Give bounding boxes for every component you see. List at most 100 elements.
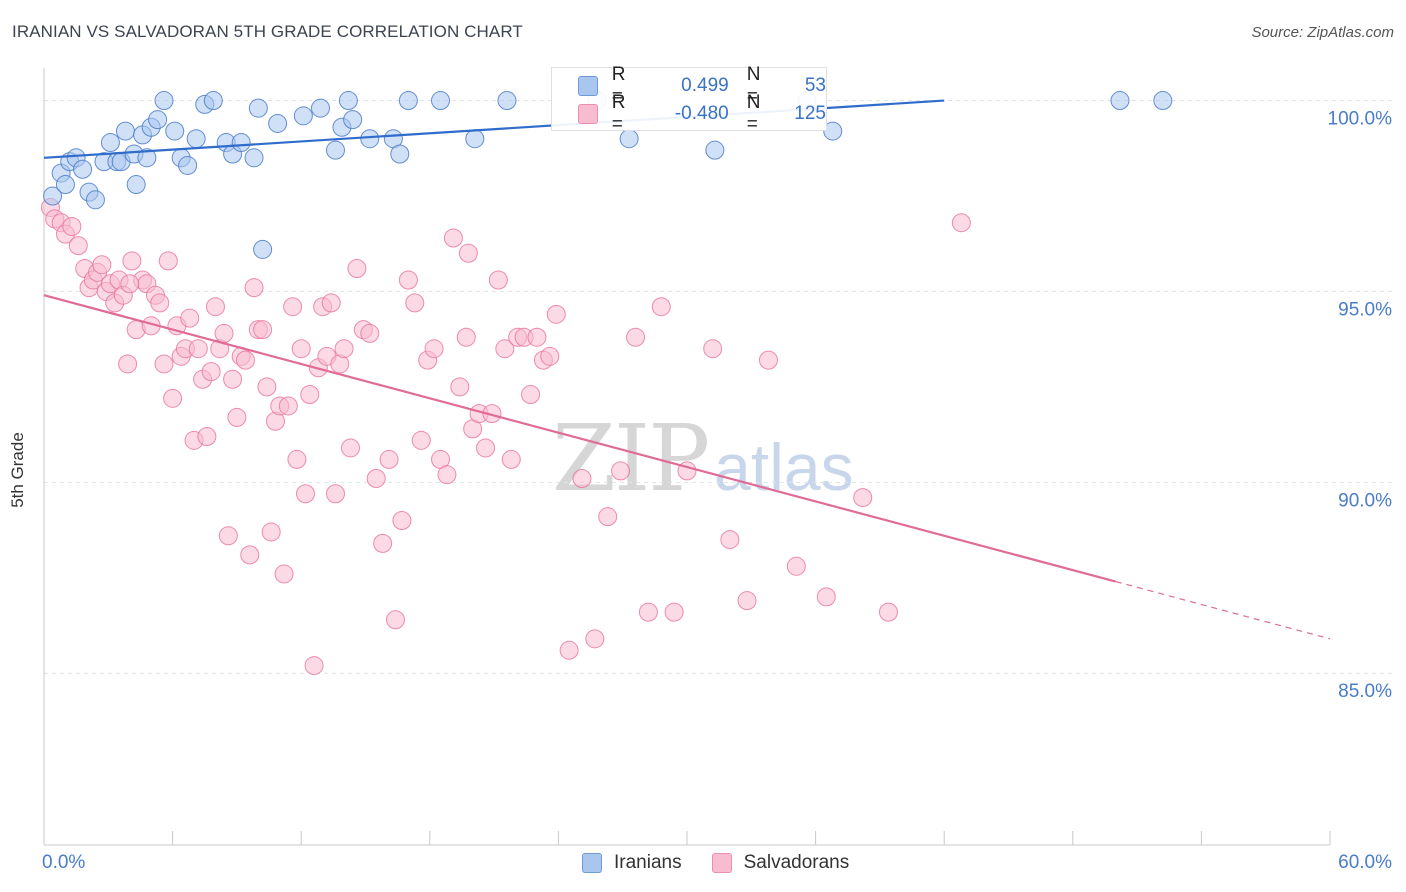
- legend-label-iranians: Iranians: [614, 852, 682, 873]
- salvadorans-point: [188, 339, 208, 359]
- source-credit: Source: ZipAtlas.com: [1251, 24, 1394, 41]
- salvadorans-point: [257, 377, 277, 397]
- iranians-point: [244, 148, 264, 168]
- salvadorans-point: [158, 251, 178, 271]
- series-legend: Iranians Salvadorans: [582, 852, 879, 874]
- salvadorans-point: [340, 438, 360, 458]
- salvadorans-point: [405, 293, 425, 313]
- salvadorans-point: [62, 217, 82, 237]
- iranians-point: [338, 91, 358, 111]
- y-tick-label: 85.0%: [1338, 681, 1392, 702]
- legend-label-salvadorans: Salvadorans: [743, 852, 850, 873]
- salvadorans-point: [476, 438, 496, 458]
- salvadorans-point: [411, 430, 431, 450]
- salvadorans-point: [154, 354, 174, 374]
- salvadorans-point: [456, 327, 476, 347]
- salvadorans-point: [244, 278, 264, 298]
- iranians-point: [253, 239, 273, 259]
- iranians-point: [165, 121, 185, 141]
- salvadorans-point: [373, 533, 393, 553]
- salvadorans-point: [325, 484, 345, 504]
- iranians-point: [248, 98, 268, 118]
- salvadorans-point: [424, 339, 444, 359]
- salvadorans-point: [540, 346, 560, 366]
- salvadorans-point: [392, 510, 412, 530]
- iranians-point: [231, 133, 251, 153]
- stats-legend: R = 0.499 N = 53 R = -0.480 N = 125: [551, 64, 827, 135]
- salvadorans-point: [386, 610, 406, 630]
- iranians-point: [1153, 91, 1173, 111]
- iranians-point: [823, 121, 843, 141]
- n-label: N =: [746, 92, 761, 135]
- salvadorans-point: [737, 591, 757, 611]
- iranians-point: [431, 91, 451, 111]
- iranians-point: [73, 159, 93, 179]
- salvadorans-trend-line: [43, 294, 1116, 583]
- salvadorans-point: [321, 293, 341, 313]
- salvadorans-point: [443, 228, 463, 248]
- salvadorans-point: [218, 526, 238, 546]
- salvadorans-trend-extension: [1115, 580, 1331, 640]
- salvadorans-point: [295, 484, 315, 504]
- r-value: 0.499: [681, 75, 729, 96]
- iranians-swatch: [578, 76, 598, 96]
- iranians-point: [154, 91, 174, 111]
- salvadorans-point: [611, 461, 631, 481]
- iranians-point: [360, 129, 380, 149]
- salvadorans-point: [437, 465, 457, 485]
- iranians-point: [148, 110, 168, 130]
- salvadorans-point: [278, 396, 298, 416]
- y-tick-labels: 100.0% 95.0% 90.0% 85.0%: [1328, 109, 1393, 703]
- salvadorans-point: [758, 350, 778, 370]
- iranians-point: [343, 110, 363, 130]
- salvadorans-point: [163, 388, 183, 408]
- iranians-point: [100, 133, 120, 153]
- salvadorans-point: [118, 354, 138, 374]
- salvadorans-point: [878, 602, 898, 622]
- x-axis-max-label: 60.0%: [1338, 852, 1392, 873]
- iranians-point: [310, 98, 330, 118]
- salvadorans-point: [853, 488, 873, 508]
- salvadorans-point: [720, 530, 740, 550]
- stats-row-salvadorans: R = -0.480 N = 125: [552, 92, 826, 135]
- iranians-point: [465, 129, 485, 149]
- iranians-point: [1110, 91, 1130, 111]
- n-value: 53: [804, 75, 826, 96]
- salvadorans-point: [122, 251, 142, 271]
- iranians-point: [268, 113, 288, 133]
- iranians-points: [43, 91, 1173, 259]
- watermark: ZIPatlas: [552, 405, 854, 512]
- salvadorans-point: [546, 304, 566, 324]
- salvadorans-point: [572, 468, 592, 488]
- x-axis-min-label: 0.0%: [42, 852, 86, 873]
- r-label: R =: [611, 92, 626, 135]
- iranians-point: [390, 144, 410, 164]
- r-value: -0.480: [674, 103, 729, 124]
- salvadorans-point: [261, 522, 281, 542]
- legend-item-salvadorans[interactable]: Salvadorans: [711, 852, 850, 874]
- salvadorans-point: [197, 427, 217, 447]
- salvadorans-point: [287, 449, 307, 469]
- salvadorans-point: [488, 270, 508, 290]
- salvadorans-points: [40, 197, 971, 676]
- iranians-point: [178, 155, 198, 175]
- salvadorans-point: [398, 270, 418, 290]
- r-label: R =: [611, 64, 626, 107]
- y-tick-label: 90.0%: [1338, 490, 1392, 511]
- salvadorans-point: [274, 564, 294, 584]
- n-value: 125: [794, 103, 826, 124]
- salvadorans-point: [501, 449, 521, 469]
- salvadorans-point: [150, 293, 170, 313]
- salvadorans-point: [626, 327, 646, 347]
- y-tick-label: 95.0%: [1338, 299, 1392, 320]
- iranians-point: [497, 91, 517, 111]
- salvadorans-point: [527, 327, 547, 347]
- iranians-point: [398, 91, 418, 111]
- salvadorans-point: [495, 339, 515, 359]
- salvadorans-point: [205, 297, 225, 317]
- legend-item-iranians[interactable]: Iranians: [582, 852, 682, 874]
- salvadorans-point: [227, 407, 247, 427]
- salvadorans-point: [379, 449, 399, 469]
- salvadorans-point: [651, 297, 671, 317]
- salvadorans-point: [585, 629, 605, 649]
